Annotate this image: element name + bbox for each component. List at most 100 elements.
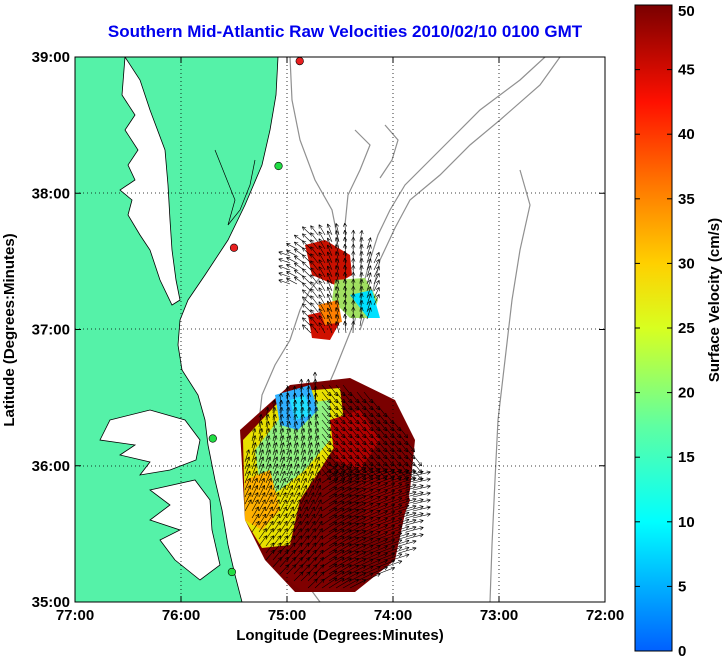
velocity-arrow bbox=[342, 271, 348, 285]
velocity-arrow bbox=[293, 406, 298, 421]
velocity-arrow bbox=[342, 264, 348, 278]
velocity-arrow bbox=[265, 406, 270, 421]
velocity-arrow bbox=[272, 399, 277, 414]
velocity-arrow bbox=[278, 265, 291, 271]
velocity-arrow bbox=[314, 520, 323, 533]
velocity-arrow bbox=[318, 231, 326, 243]
velocity-arrow bbox=[314, 492, 322, 505]
velocity-arrow bbox=[265, 499, 273, 512]
velocity-arrow bbox=[293, 435, 299, 449]
pamlico-sound bbox=[149, 479, 221, 581]
velocity-arrow bbox=[328, 529, 345, 540]
velocity-arrow bbox=[265, 449, 271, 463]
x-tick-label: 72:00 bbox=[586, 607, 624, 624]
velocity-arrow bbox=[300, 485, 308, 498]
velocity-arrow bbox=[279, 485, 287, 498]
velocity-arrow bbox=[328, 557, 345, 568]
velocity-arrow bbox=[251, 435, 257, 449]
velocity-arrow bbox=[326, 314, 333, 327]
station-north bbox=[295, 57, 304, 66]
velocity-arrow bbox=[272, 435, 278, 449]
velocity-arrow bbox=[405, 512, 424, 519]
velocity-arrow bbox=[314, 399, 319, 414]
velocity-arrow bbox=[412, 468, 422, 481]
velocity-arrow bbox=[398, 532, 417, 540]
velocity-arrow bbox=[377, 531, 396, 540]
x-axis-label: Longitude (Degrees:Minutes) bbox=[236, 627, 444, 644]
velocity-arrow bbox=[398, 511, 417, 519]
velocity-arrow bbox=[326, 265, 333, 278]
map-title: Southern Mid-Atlantic Raw Velocities 201… bbox=[107, 22, 583, 41]
velocity-arrow bbox=[300, 435, 306, 449]
x-tick-label: 73:00 bbox=[480, 607, 518, 624]
velocity-arrow bbox=[328, 494, 345, 505]
velocity-arrow bbox=[310, 253, 319, 264]
velocity-arrow bbox=[293, 477, 300, 491]
velocity-arrow bbox=[307, 456, 314, 470]
velocity-arrow bbox=[318, 294, 326, 306]
velocity-arrow bbox=[328, 578, 345, 589]
x-tick-label: 76:00 bbox=[162, 607, 200, 624]
velocity-arrow bbox=[310, 323, 319, 334]
velocity-arrow bbox=[300, 399, 305, 414]
velocity-arrow bbox=[286, 506, 294, 519]
velocity-arrow bbox=[307, 449, 313, 463]
velocity-arrow bbox=[326, 244, 333, 257]
velocity-arrow bbox=[405, 505, 424, 512]
velocity-arrow bbox=[293, 428, 299, 442]
velocity-arrow bbox=[302, 247, 312, 257]
velocity-arrow bbox=[391, 511, 410, 519]
velocity-arrow bbox=[293, 492, 301, 505]
velocity-arrow bbox=[328, 487, 345, 498]
velocity-arrow bbox=[302, 226, 312, 236]
velocity-arrow bbox=[391, 553, 410, 561]
velocity-arrow bbox=[258, 513, 267, 526]
velocity-arrow bbox=[293, 421, 298, 435]
velocity-arrow bbox=[412, 477, 431, 484]
velocity-arrow bbox=[307, 499, 315, 512]
velocity-arrow bbox=[384, 546, 403, 554]
velocity-arrow bbox=[314, 428, 320, 442]
velocity-arrow bbox=[244, 492, 252, 505]
velocity-arrow bbox=[286, 250, 298, 257]
velocity-arrow bbox=[384, 560, 403, 568]
station-delmarva bbox=[274, 161, 283, 171]
velocity-arrow bbox=[286, 278, 298, 285]
velocity-arrow bbox=[307, 492, 315, 505]
velocity-arrow bbox=[265, 513, 274, 526]
velocity-arrow bbox=[251, 520, 260, 533]
y-tick-label: 38:00 bbox=[32, 185, 70, 202]
velocity-arrow bbox=[300, 492, 308, 505]
velocity-arrow bbox=[251, 506, 259, 519]
velocity-arrow bbox=[384, 532, 403, 540]
velocity-arrow bbox=[293, 442, 299, 456]
velocity-arrow bbox=[318, 301, 326, 313]
velocity-arrow bbox=[326, 279, 333, 292]
velocity-arrow bbox=[286, 477, 293, 491]
velocity-arrow bbox=[258, 435, 264, 449]
velocity-arrow bbox=[310, 295, 319, 306]
velocity-arrow bbox=[272, 428, 278, 442]
velocity-arrow bbox=[359, 292, 364, 306]
velocity-arrow bbox=[328, 466, 345, 477]
station-wallops bbox=[229, 243, 239, 252]
velocity-arrow bbox=[272, 513, 281, 526]
velocity-arrow bbox=[293, 520, 302, 533]
velocity-arrow bbox=[326, 258, 333, 271]
y-tick-label: 36:00 bbox=[32, 458, 70, 475]
velocity-arrow bbox=[377, 489, 396, 498]
velocity-arrow bbox=[359, 313, 364, 327]
velocity-arrow bbox=[328, 550, 345, 561]
velocity-arrow bbox=[384, 483, 403, 491]
velocity-arrow bbox=[292, 385, 297, 400]
velocity-arrow bbox=[412, 505, 431, 512]
velocity-arrow bbox=[285, 385, 290, 400]
velocity-arrow bbox=[326, 293, 333, 306]
velocity-arrow bbox=[293, 470, 300, 484]
velocity-arrow bbox=[412, 512, 431, 519]
velocity-arrow bbox=[302, 310, 312, 320]
velocity-arrow bbox=[265, 428, 271, 442]
velocity-arrow bbox=[272, 456, 279, 470]
velocity-arrow bbox=[300, 449, 306, 463]
velocity-arrow bbox=[244, 470, 251, 484]
